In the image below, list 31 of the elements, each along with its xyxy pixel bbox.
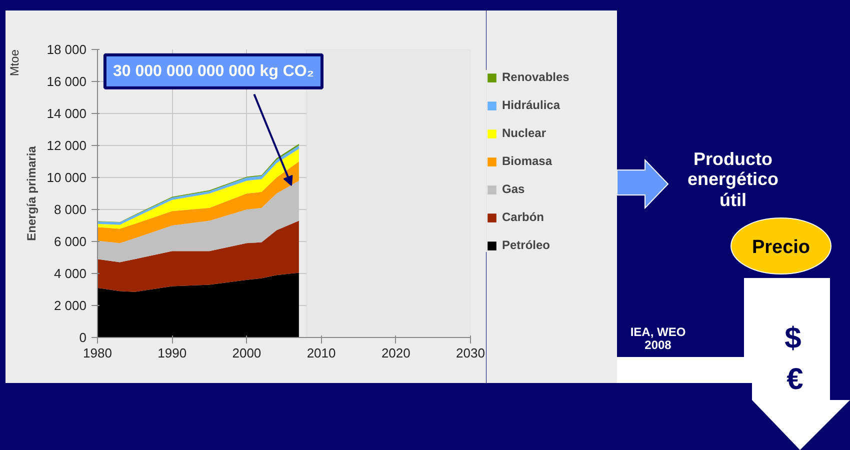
- x-tick-label: 1990: [158, 346, 187, 360]
- y-tick-label: 16 000: [46, 74, 87, 89]
- text: Precio: [752, 237, 810, 258]
- x-tick-label: 2010: [306, 346, 336, 360]
- x-tick-label: 1980: [83, 346, 112, 360]
- y-tick-label: 18 000: [46, 42, 87, 57]
- text: €: [786, 363, 804, 396]
- legend-label: Hidráulica: [502, 98, 560, 112]
- y-tick-label: 14 000: [46, 106, 87, 121]
- y-axis-title: Energía primaria: [24, 146, 39, 241]
- y-tick-label: 2 000: [54, 298, 87, 313]
- text: Mtoe: [8, 49, 22, 76]
- y-tick-label: 0: [79, 330, 87, 345]
- legend-label: Renovables: [502, 70, 570, 84]
- legend-label: Biomasa: [502, 154, 552, 168]
- legend-label: Gas: [502, 182, 525, 196]
- x-tick-label: 2020: [381, 346, 410, 360]
- text: IEA, WEO 2008: [630, 325, 686, 352]
- y-tick-label: 10 000: [46, 170, 87, 185]
- y-tick-label: 6 000: [54, 234, 87, 249]
- legend-label: Petróleo: [502, 238, 550, 252]
- annotation: 30 000 000 000 000 kg CO₂: [112, 62, 314, 80]
- legend-label: Nuclear: [502, 126, 546, 140]
- y-tick-label: 8 000: [54, 202, 87, 217]
- legend-label: Carbón: [502, 210, 544, 224]
- x-tick-label: 2030: [456, 346, 485, 360]
- y-tick-label: 12 000: [46, 138, 87, 153]
- text: Producto energético útil: [687, 149, 779, 210]
- y-tick-label: 4 000: [54, 266, 87, 281]
- text: $: [784, 322, 802, 355]
- x-tick-label: 2000: [232, 346, 262, 360]
